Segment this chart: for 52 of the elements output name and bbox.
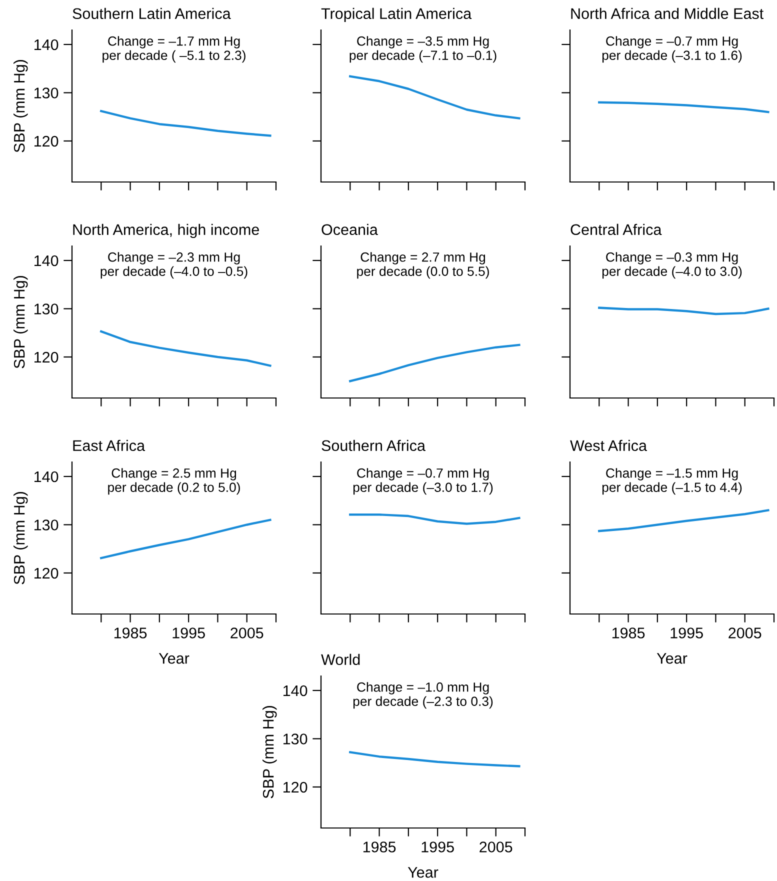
- chart-title: Central Africa: [570, 224, 662, 236]
- y-tick-label: 130: [34, 304, 58, 314]
- y-tick-label: 140: [34, 471, 58, 482]
- annotation: Change = –1.0 mm Hg per decade (–2.3 to 0.3): [353, 682, 493, 709]
- x-tick-label: 1985: [363, 842, 396, 852]
- x-tick-label: 2005: [728, 628, 762, 638]
- chart-title: Southern Africa: [322, 440, 426, 452]
- y-tick-label: 140: [34, 39, 58, 50]
- y-axis-title: SBP (mm Hg): [14, 60, 28, 152]
- annotation: Change = –3.5 mm Hg per decade (–7.1 to –0.1): [350, 36, 496, 63]
- y-tick-label: 120: [34, 136, 58, 147]
- chart-title: East Africa: [73, 440, 146, 452]
- y-axis-title: SBP (mm Hg): [14, 492, 28, 584]
- annotation: Change = –1.7 mm Hg per decade ( –5.1 to 2.3): [102, 36, 246, 63]
- x-tick-label: 1995: [422, 842, 454, 852]
- x-tick-label: 1985: [114, 628, 147, 638]
- y-axis-title: SBP (mm Hg): [14, 276, 28, 368]
- annotation: Change = –1.5 mm Hg per decade (–1.5 to 4.4): [602, 468, 742, 495]
- chart-title: North America, high income: [73, 224, 259, 238]
- annotation: Change = –0.3 mm Hg per decade (–4.0 to 3.0): [602, 252, 742, 279]
- annotation: Change = 2.7 mm Hg per decade (0.0 to 5.5): [357, 252, 489, 279]
- annotation: Change = –2.3 mm Hg per decade (–4.0 to –0.5): [100, 252, 248, 279]
- y-tick-label: 120: [34, 352, 58, 363]
- x-axis-title: Year: [656, 653, 688, 664]
- x-tick-label: 1985: [612, 628, 645, 638]
- chart-title: West Africa: [570, 440, 647, 452]
- annotation: Change = –0.7 mm Hg per decade (–3.0 to 1.7): [353, 468, 493, 495]
- chart-title: Tropical Latin America: [321, 8, 472, 22]
- x-tick-label: 2005: [230, 628, 264, 638]
- line-series: [100, 330, 272, 367]
- x-axis-title: Year: [158, 653, 190, 664]
- chart-title: World: [321, 654, 360, 666]
- y-tick-label: 140: [34, 255, 58, 266]
- y-tick-label: 130: [34, 88, 58, 98]
- x-axis-title: Year: [408, 867, 438, 878]
- annotation: Change = 2.5 mm Hg per decade (0.2 to 5.0): [108, 468, 240, 495]
- y-tick-label: 120: [283, 782, 308, 793]
- chart-title: North Africa and Middle East: [571, 8, 764, 20]
- x-tick-label: 1995: [670, 628, 703, 638]
- y-axis-title: SBP (mm Hg): [262, 706, 277, 798]
- line-series: [100, 110, 272, 137]
- annotation: Change = –0.7 mm Hg per decade (–3.1 to 1.6): [602, 36, 742, 63]
- x-tick-label: 1995: [172, 628, 205, 638]
- x-tick-label: 2005: [480, 842, 512, 852]
- y-tick-label: 130: [283, 734, 308, 744]
- y-tick-label: 120: [34, 568, 58, 579]
- line-series: [100, 518, 272, 560]
- chart-title: Oceania: [322, 224, 378, 236]
- line-series: [349, 751, 520, 768]
- chart-title: Southern Latin America: [72, 8, 231, 20]
- y-tick-label: 140: [283, 685, 308, 696]
- y-tick-label: 130: [34, 520, 58, 530]
